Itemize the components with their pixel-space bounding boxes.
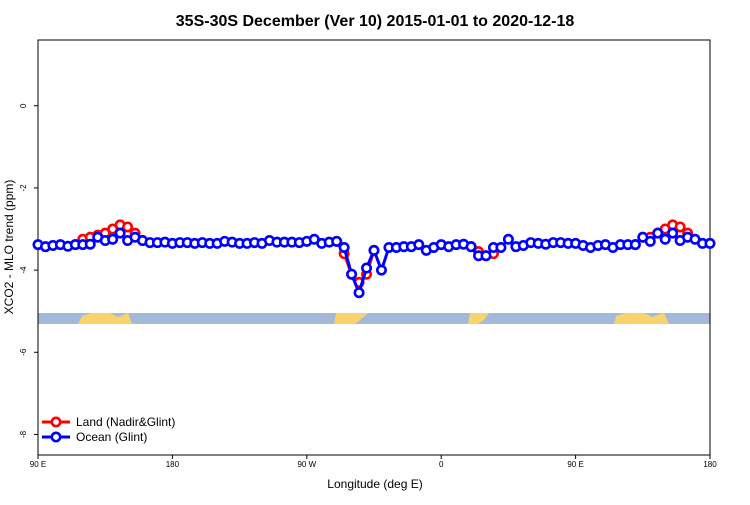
- data-point: [346, 268, 358, 280]
- data-point: [629, 239, 641, 251]
- data-point: [84, 238, 96, 250]
- x-tick-label: 90 W: [297, 460, 316, 469]
- data-point: [652, 227, 664, 239]
- data-point: [331, 235, 343, 247]
- data-point: [644, 235, 656, 247]
- data-point: [674, 221, 686, 233]
- legend-marker: [50, 416, 62, 428]
- data-point: [667, 227, 679, 239]
- y-tick-label: 0: [19, 103, 28, 108]
- data-point: [704, 237, 716, 249]
- data-point: [375, 264, 387, 276]
- legend-label: Land (Nadir&Glint): [76, 415, 175, 429]
- y-tick-label: -4: [19, 266, 28, 274]
- data-point: [122, 221, 134, 233]
- data-point: [368, 244, 380, 256]
- y-tick-label: -8: [19, 430, 28, 438]
- data-point: [361, 262, 373, 274]
- data-point: [495, 242, 507, 254]
- x-tick-label: 180: [703, 460, 717, 469]
- data-point: [114, 227, 126, 239]
- data-point: [465, 241, 477, 253]
- legend-marker: [50, 431, 62, 443]
- x-tick-label: 90 E: [30, 460, 46, 469]
- y-tick-label: -6: [19, 348, 28, 356]
- x-tick-label: 90 E: [567, 460, 583, 469]
- y-axis-label: XCO2 - MLO trend (ppm): [2, 180, 16, 315]
- x-axis-label: Longitude (deg E): [327, 477, 422, 491]
- data-point: [413, 239, 425, 251]
- x-tick-label: 180: [166, 460, 180, 469]
- data-point: [502, 233, 514, 245]
- data-point: [107, 233, 119, 245]
- data-point: [338, 242, 350, 254]
- data-point: [659, 233, 671, 245]
- data-point: [480, 250, 492, 262]
- chart-title: 35S-30S December (Ver 10) 2015-01-01 to …: [176, 13, 575, 30]
- y-tick-label: -2: [19, 184, 28, 192]
- x-tick-label: 0: [439, 460, 444, 469]
- map-strip: [38, 313, 710, 324]
- legend-label: Ocean (Glint): [76, 430, 147, 444]
- data-point: [353, 287, 365, 299]
